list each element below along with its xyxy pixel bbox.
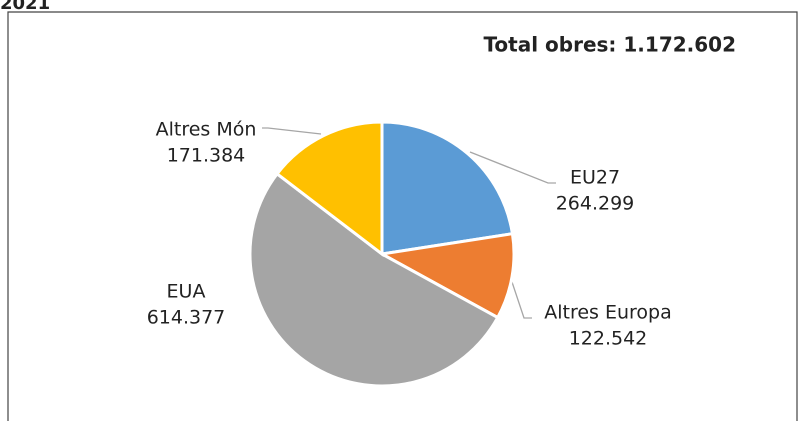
pie-slice: [275, 120, 384, 258]
chart-title: 2021: [0, 0, 50, 14]
slice-label: Altres Europa: [544, 302, 672, 324]
slice-value-label: 122.542: [569, 328, 648, 350]
slice-value-label: 264.299: [556, 193, 635, 215]
slice-label: EU27: [570, 167, 620, 189]
slice-label: EUA: [167, 281, 206, 303]
pie-slice: [248, 171, 500, 388]
frame: [7, 11, 798, 421]
pie-slice: [377, 231, 516, 320]
annotation: Total obres: 1.172.602: [483, 33, 736, 57]
leader-line: [511, 281, 532, 319]
leader-line: [469, 151, 556, 184]
leader-line: [262, 127, 322, 135]
slice-label: Altres Món: [156, 119, 257, 141]
slice-value-label: 614.377: [147, 307, 226, 329]
slice-value-label: 171.384: [167, 145, 246, 167]
pie-slice: [380, 120, 515, 256]
